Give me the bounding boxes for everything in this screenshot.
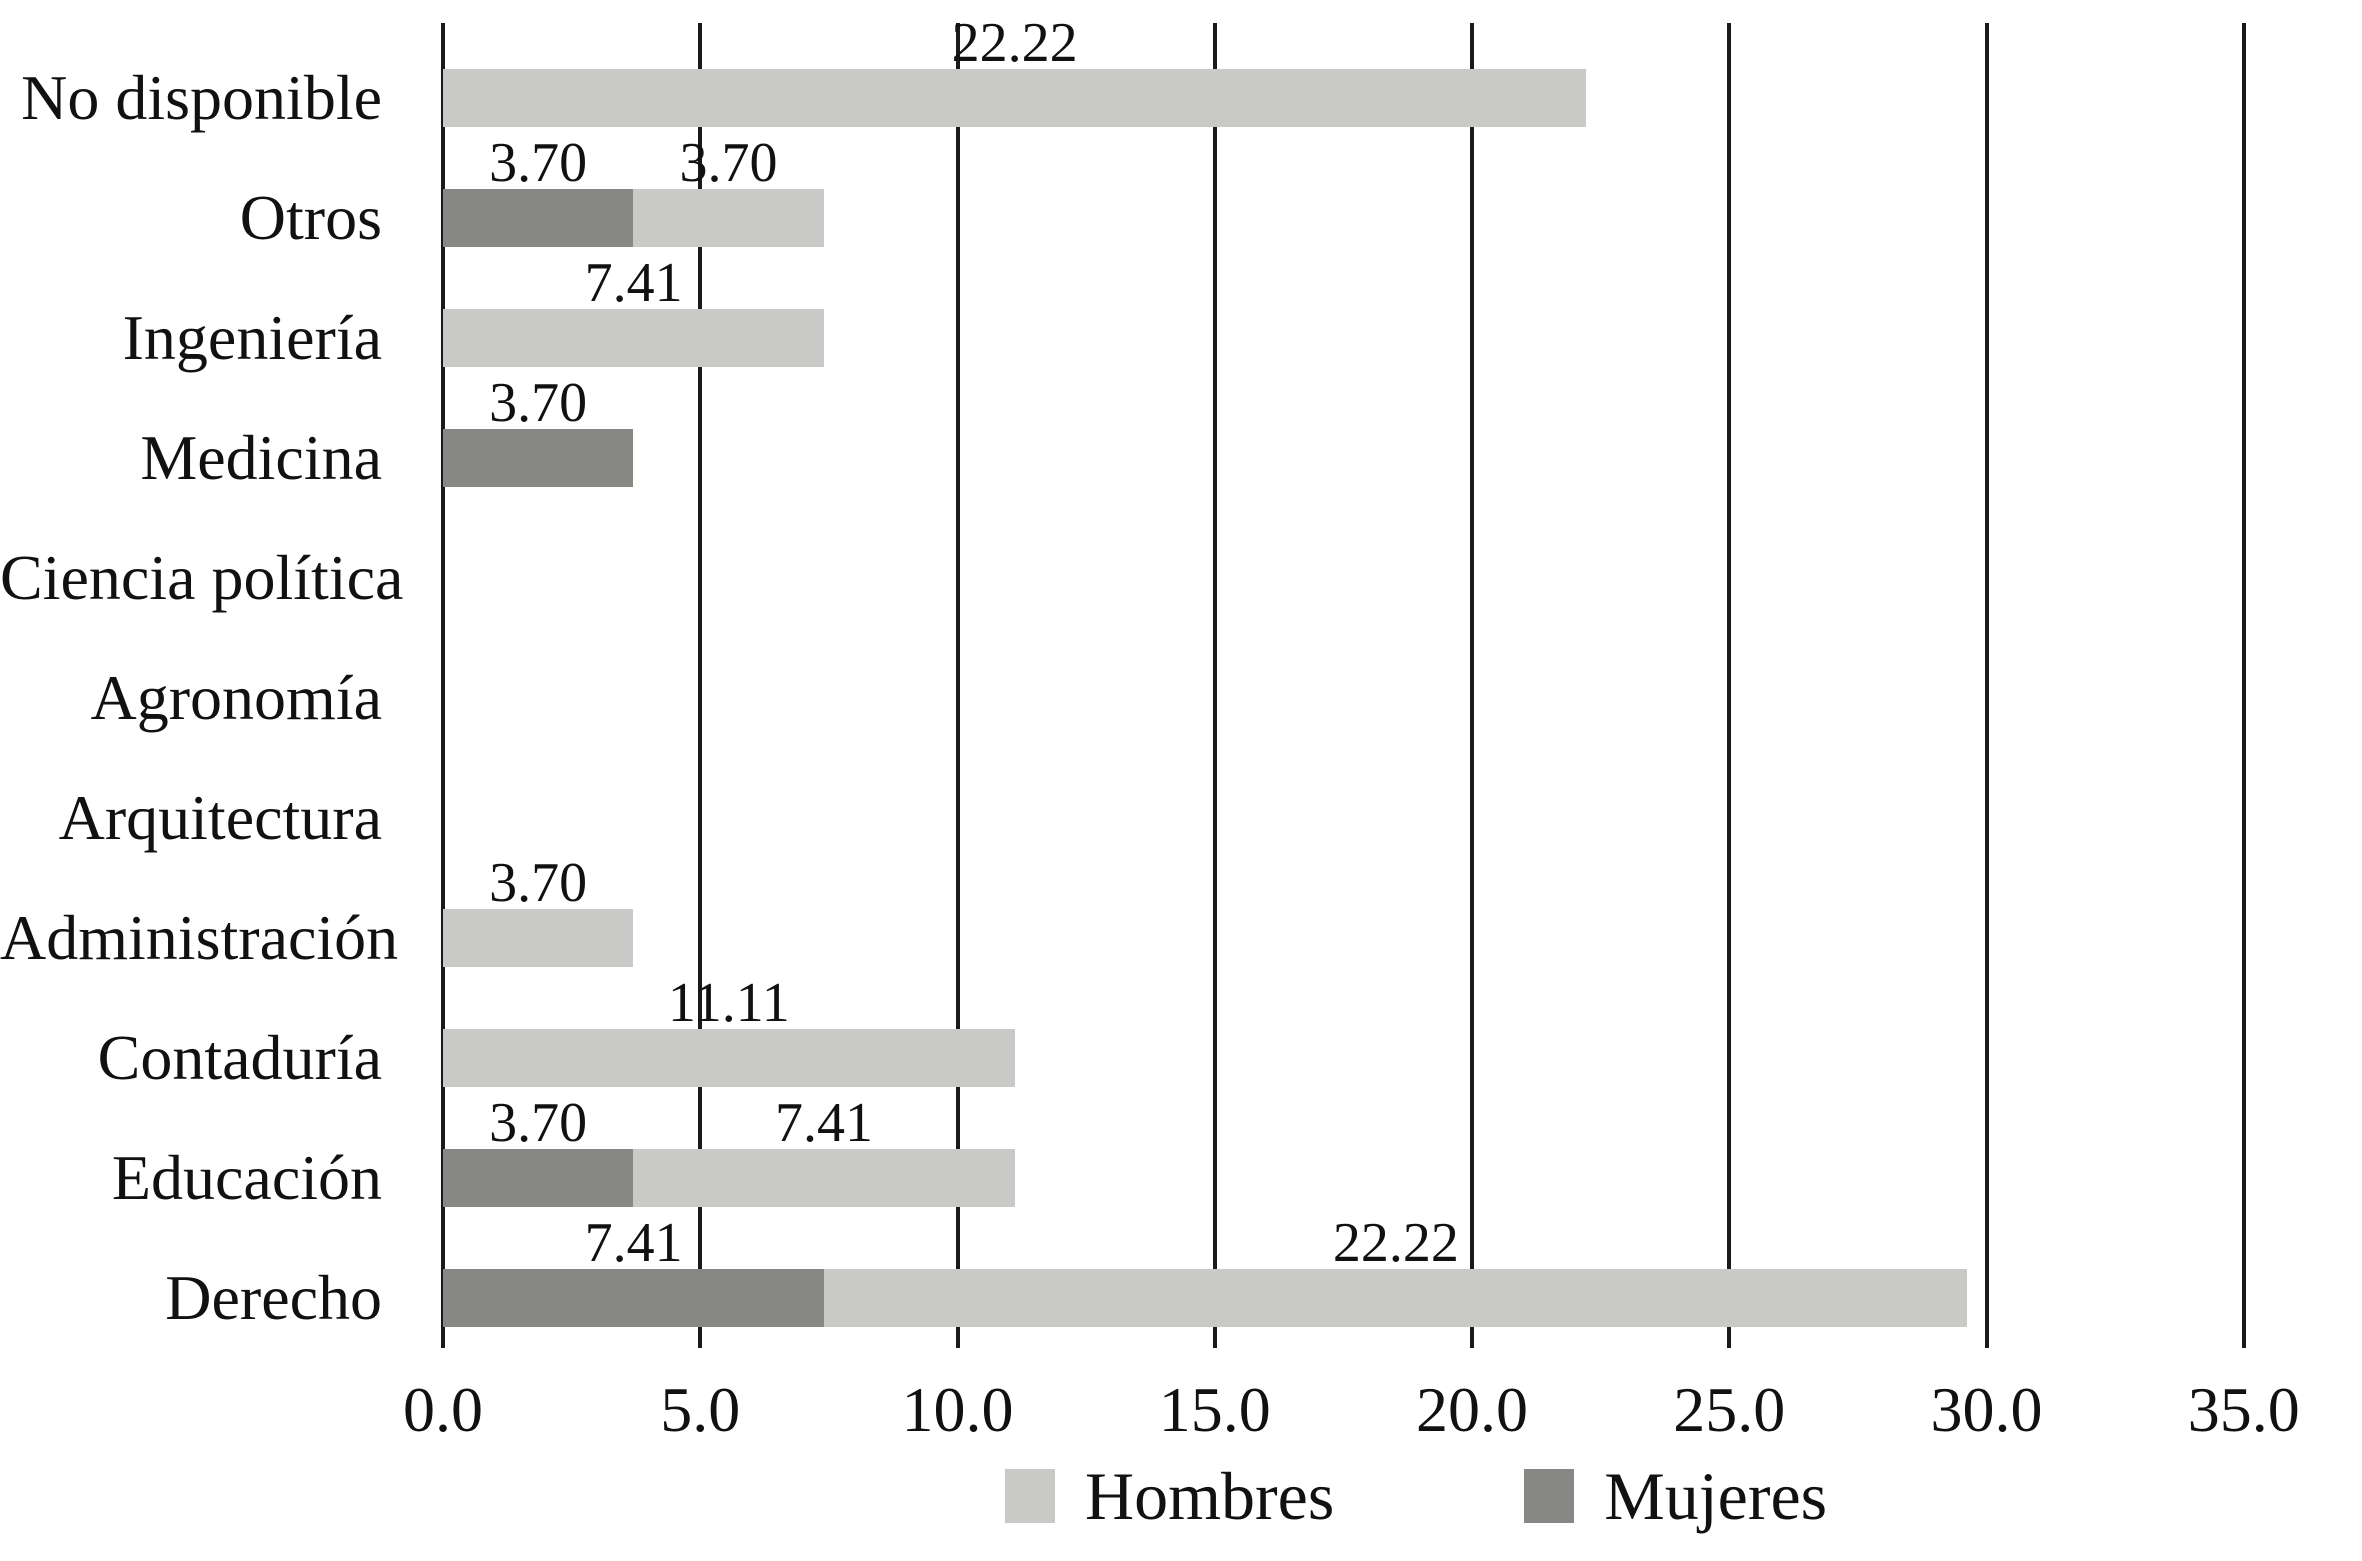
bar-value-label: 3.70 <box>489 132 588 194</box>
x-tick-label: 20.0 <box>1416 1374 1528 1445</box>
x-tick-label: 15.0 <box>1158 1374 1271 1445</box>
bar-value-label: 22.22 <box>1332 1212 1459 1274</box>
gridline <box>1727 23 1732 1348</box>
bar-segment-hombres <box>824 1269 1968 1327</box>
bar-value-label: 3.70 <box>489 852 588 914</box>
bar-segment-hombres <box>443 909 634 967</box>
gridline <box>1212 23 1217 1348</box>
bar-segment-hombres <box>443 1029 1015 1087</box>
bar-segment-mujeres <box>443 1269 825 1327</box>
category-label: No disponible <box>21 62 382 133</box>
bar-segment-mujeres <box>443 1149 634 1207</box>
bar-value-label: 3.70 <box>489 1092 588 1154</box>
gridline <box>1470 23 1474 1348</box>
bar-value-label: 3.70 <box>489 372 588 434</box>
bar-segment-mujeres <box>443 189 634 247</box>
category-label: Ingeniería <box>122 302 382 373</box>
category-label: Contaduría <box>97 1022 382 1093</box>
bar-value-label: 7.41 <box>584 1212 683 1274</box>
legend: Hombres Mujeres <box>1005 1462 1827 1530</box>
category-label: Otros <box>239 182 382 253</box>
bar-value-label: 3.70 <box>679 132 778 194</box>
x-tick-label: 30.0 <box>1930 1374 2043 1445</box>
bar-segment-mujeres <box>443 429 634 487</box>
gridline <box>955 23 960 1348</box>
category-label: Educación <box>111 1142 382 1213</box>
gridline <box>1984 23 1989 1348</box>
legend-label-mujeres: Mujeres <box>1604 1458 1828 1534</box>
x-tick-label: 5.0 <box>660 1374 741 1445</box>
category-label: Derecho <box>165 1262 382 1333</box>
gridline <box>2241 23 2246 1348</box>
bar-value-label: 7.41 <box>584 252 683 314</box>
gridline <box>698 23 703 1348</box>
legend-item-mujeres: Mujeres <box>1524 1462 1827 1530</box>
x-tick-label: 10.0 <box>901 1374 1014 1445</box>
category-label: Ciencia política <box>0 542 404 613</box>
x-tick-label: 35.0 <box>2187 1374 2300 1445</box>
x-tick-label: 0.0 <box>403 1374 483 1445</box>
category-label: Agronomía <box>90 662 383 733</box>
legend-label-hombres: Hombres <box>1085 1458 1335 1534</box>
bar-segment-hombres <box>443 309 825 367</box>
legend-swatch-hombres <box>1005 1469 1055 1523</box>
bar-value-label: 11.11 <box>667 972 790 1034</box>
bar-segment-hombres <box>633 1149 1015 1207</box>
gridline <box>441 23 445 1348</box>
category-label: Administración <box>0 902 399 973</box>
bar-value-label: 7.41 <box>774 1092 873 1154</box>
bar-segment-hombres <box>633 189 824 247</box>
bar-segment-hombres <box>443 69 1587 127</box>
legend-item-hombres: Hombres <box>1005 1462 1334 1530</box>
x-tick-label: 25.0 <box>1673 1374 1786 1445</box>
category-label: Arquitectura <box>58 782 382 853</box>
legend-swatch-mujeres <box>1524 1469 1575 1523</box>
bar-value-label: 22.22 <box>951 12 1078 74</box>
category-label: Medicina <box>140 422 382 493</box>
